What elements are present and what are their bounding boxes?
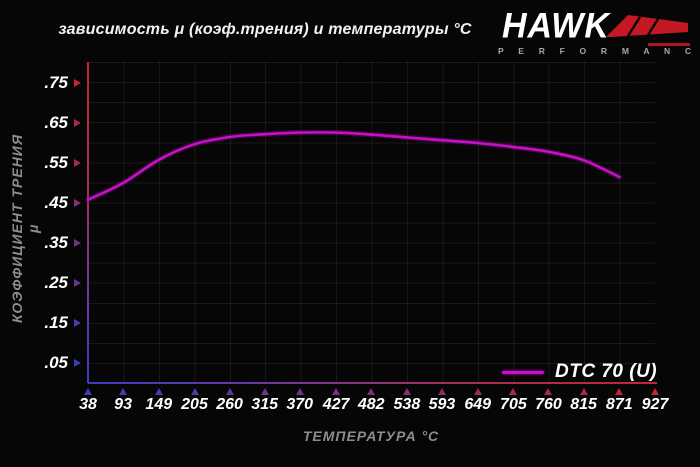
x-tick-label: 815 (570, 396, 597, 413)
y-axis-line (87, 62, 89, 383)
plot-area (88, 62, 655, 383)
x-tick-arrow-icon (225, 388, 234, 395)
x-tick-label: 760 (535, 396, 562, 413)
y-tick-arrow-icon (74, 199, 81, 207)
y-tick-label: .15 (44, 313, 68, 332)
y-tick-arrow-icon (74, 79, 81, 87)
x-tick-arrow-icon (544, 388, 553, 395)
y-tick-label: .65 (44, 113, 68, 132)
x-tick-arrow-icon (402, 388, 411, 395)
x-tick-label: 593 (428, 396, 456, 413)
y-tick-label: .45 (44, 193, 68, 212)
x-tick-arrow-icon (367, 388, 376, 395)
x-tick-arrow-icon (615, 388, 624, 395)
hawk-wing-icon (606, 15, 688, 37)
x-tick-label: 260 (216, 396, 243, 413)
x-tick-arrow-icon (509, 388, 518, 395)
y-tick-arrow-icon (74, 279, 81, 287)
y-tick-arrow-icon (74, 359, 81, 367)
legend-line-swatch (502, 370, 544, 374)
x-tick-label: 649 (464, 396, 492, 413)
x-tick-label: 93 (114, 396, 132, 413)
hawk-logo-wordmark: HAWK (502, 6, 610, 46)
x-tick-label: 871 (605, 396, 633, 413)
x-axis-line (88, 382, 657, 384)
y-tick-label: .75 (44, 73, 68, 92)
legend-label: DTC 70 (U) (555, 361, 658, 382)
y-tick-arrow-icon (74, 319, 81, 327)
x-tick-arrow-icon (190, 388, 199, 395)
y-tick-label: .25 (44, 273, 68, 292)
friction-curve (85, 129, 623, 203)
x-tick-label: 205 (181, 396, 208, 413)
y-tick-arrow-icon (74, 159, 81, 167)
x-tick-label: 149 (145, 396, 173, 413)
x-axis-title: ТЕМПЕРАТУРА °C (302, 428, 440, 444)
y-tick-label: .55 (44, 153, 68, 172)
x-tick-label: 927 (641, 396, 669, 413)
x-tick-arrow-icon (154, 388, 163, 395)
x-tick-arrow-icon (332, 388, 341, 395)
legend: DTC 70 (U) (502, 361, 657, 383)
x-tick-arrow-icon (579, 388, 588, 395)
x-tick-arrow-icon (473, 388, 482, 395)
x-tick-label: 315 (251, 396, 278, 413)
x-tick-arrow-icon (84, 388, 92, 395)
x-tick-label: 482 (357, 396, 385, 413)
hawk-logo-redbar (648, 43, 690, 46)
x-tick-arrow-icon (260, 388, 269, 395)
x-tick-arrow-icon (651, 388, 659, 395)
hawk-logo: HAWK P E R F O R M A N C E (496, 6, 700, 57)
x-tick-arrow-icon (295, 388, 304, 395)
x-tick-arrow-icon (437, 388, 446, 395)
x-tick-label: 427 (322, 396, 350, 413)
x-tick-label: 705 (500, 396, 527, 413)
y-tick-label: .35 (44, 233, 68, 252)
y-tick-arrow-icon (74, 119, 81, 127)
x-tick-label: 538 (393, 396, 421, 413)
chart-title: зависимость μ (коэф.трения) и температур… (58, 21, 472, 38)
y-tick-arrow-icon (74, 239, 81, 247)
hawk-logo-performance: P E R F O R M A N C E (498, 46, 700, 56)
x-tick-label: 38 (79, 396, 97, 413)
x-tick-label: 370 (286, 396, 314, 413)
x-tick-arrow-icon (119, 388, 128, 395)
y-tick-label: .05 (44, 353, 68, 372)
